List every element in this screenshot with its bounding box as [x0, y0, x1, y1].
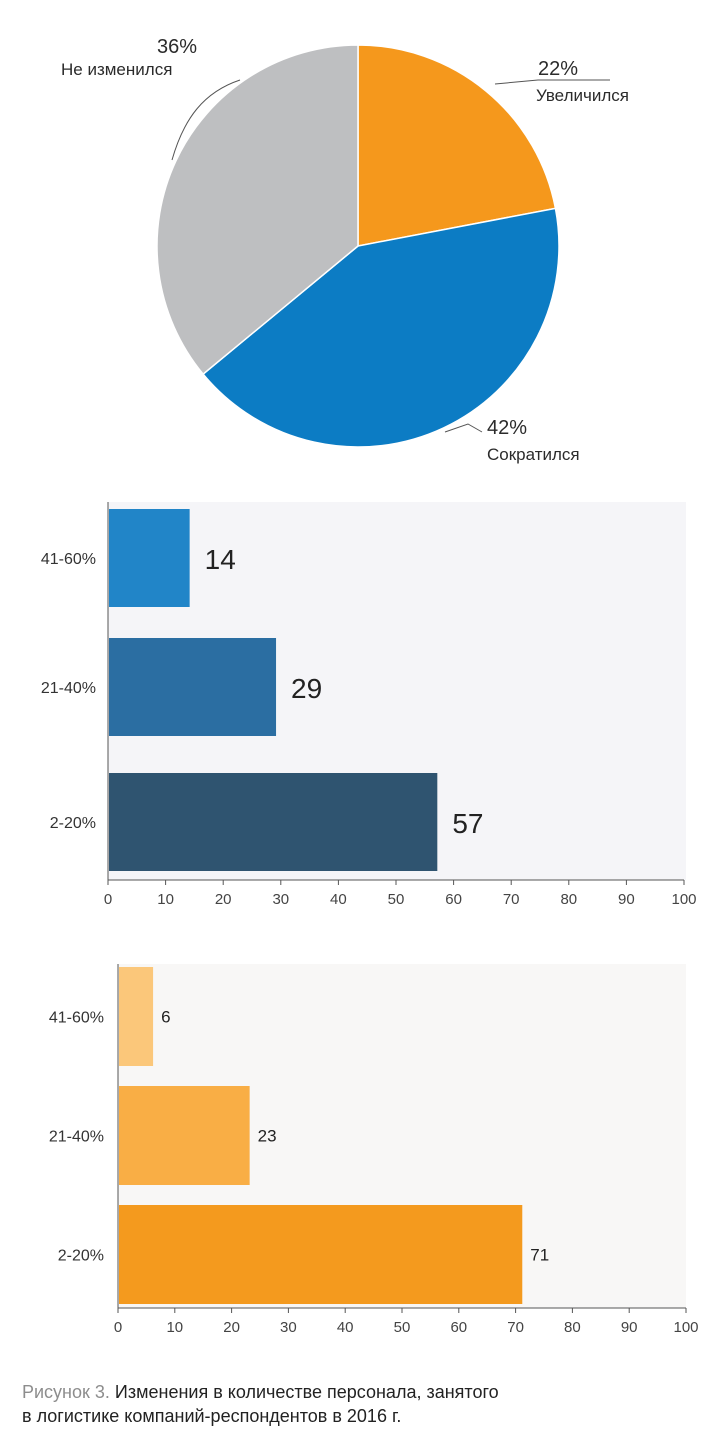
bar-2-20% — [119, 1205, 523, 1304]
x-tick-label: 0 — [104, 891, 112, 908]
slice-1-label: Увеличился — [536, 86, 629, 105]
x-tick-label: 60 — [445, 891, 462, 908]
category-label: 41-60% — [41, 551, 96, 568]
bar-chart-2: 41-60% 6 21-40% 23 2-20% 71 0 10 20 30 40 50 60 70 80 9… — [49, 964, 699, 1336]
value-label: 6 — [161, 1008, 170, 1027]
category-label: 21-40% — [49, 1129, 104, 1146]
caption-line-1: Изменения в количестве персонала, занято… — [114, 1382, 499, 1402]
pie-slice-2 — [202, 207, 560, 448]
value-label: 14 — [205, 544, 236, 575]
x-tick-label: 30 — [272, 891, 289, 908]
x-tick-label: 50 — [388, 891, 405, 908]
slice-3-label: Не изменился — [61, 60, 172, 79]
bar-41-60% — [119, 967, 154, 1066]
x-tick-label: 80 — [564, 1319, 581, 1336]
x-tick-label: 30 — [280, 1319, 297, 1336]
x-tick-label: 0 — [114, 1319, 122, 1336]
x-tick-label: 100 — [673, 1319, 698, 1336]
slice-2-value: 42% — [487, 417, 527, 439]
x-tick-label: 60 — [450, 1319, 467, 1336]
x-tick-label: 90 — [618, 891, 635, 908]
slice-1-value: 22% — [538, 58, 578, 80]
bar-41-60% — [109, 509, 190, 607]
value-label: 29 — [291, 673, 322, 704]
bar-chart-1: 41-60% 14 21-40% 29 2-20% 57 0 10 20 30 40 50 60 70 80… — [41, 502, 697, 908]
slice-3-value: 36% — [157, 36, 197, 58]
value-label: 57 — [452, 808, 483, 839]
x-tick-label: 20 — [215, 891, 232, 908]
caption-number: Рисунок 3. — [22, 1382, 110, 1402]
pie-slice-3 — [156, 44, 359, 376]
x-tick-label: 70 — [507, 1319, 524, 1336]
bar-21-40% — [119, 1086, 250, 1185]
slice-2-label: Сократился — [487, 445, 580, 464]
x-tick-label: 90 — [621, 1319, 638, 1336]
pie-slice-1 — [357, 44, 557, 247]
pie-chart: 22% Увеличился 42% Сократился 36% Не изменилс… — [61, 36, 629, 464]
x-tick-label: 40 — [330, 891, 347, 908]
category-label: 21-40% — [41, 680, 96, 697]
figure-caption: Рисунок 3. Изменения в количестве персон… — [22, 1380, 712, 1428]
value-label: 23 — [258, 1127, 277, 1146]
leader-line-2 — [444, 423, 483, 433]
category-label: 41-60% — [49, 1010, 104, 1027]
category-label: 2-20% — [58, 1248, 104, 1265]
x-tick-label: 100 — [671, 891, 696, 908]
x-tick-label: 50 — [394, 1319, 411, 1336]
bar-2-20% — [109, 773, 438, 871]
value-label: 71 — [530, 1246, 549, 1265]
x-tick-label: 80 — [560, 891, 577, 908]
leader-line-3 — [171, 79, 241, 161]
x-tick-label: 20 — [223, 1319, 240, 1336]
x-tick-label: 10 — [157, 891, 174, 908]
x-tick-label: 70 — [503, 891, 520, 908]
bar-21-40% — [109, 638, 277, 736]
leader-line-1 — [494, 79, 610, 85]
x-tick-label: 10 — [166, 1319, 183, 1336]
category-label: 2-20% — [50, 815, 96, 832]
x-tick-label: 40 — [337, 1319, 354, 1336]
caption-line-2: в логистике компаний-респондентов в 2016… — [22, 1406, 402, 1426]
